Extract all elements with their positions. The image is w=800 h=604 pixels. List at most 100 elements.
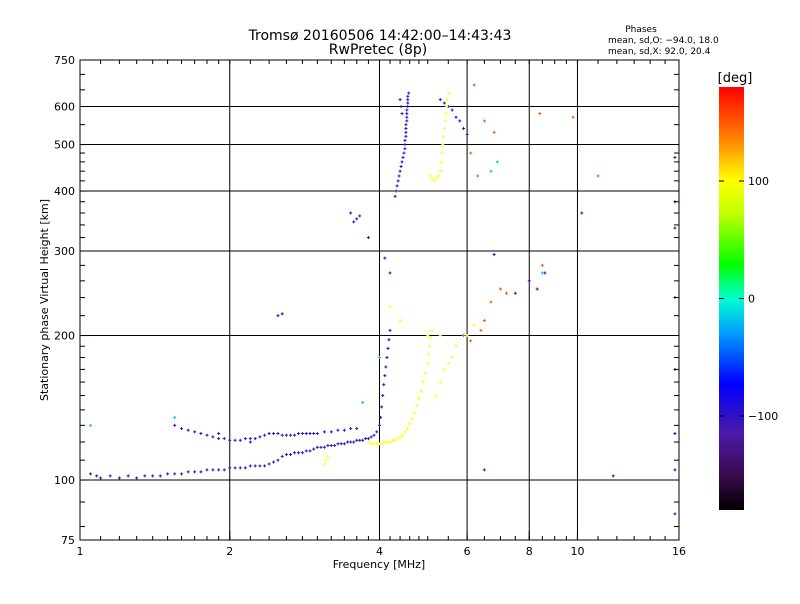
data-point <box>492 253 496 257</box>
data-point <box>263 433 267 437</box>
data-point <box>280 433 284 437</box>
data-point <box>205 433 209 437</box>
data-point <box>300 451 304 455</box>
data-point <box>673 468 677 472</box>
data-point <box>383 440 387 444</box>
data-point <box>465 334 469 338</box>
data-points <box>89 83 677 516</box>
data-point <box>393 194 397 198</box>
data-point <box>89 423 93 427</box>
data-point <box>403 147 407 151</box>
data-point <box>383 374 387 378</box>
data-point <box>289 433 293 437</box>
data-point <box>430 176 434 180</box>
data-point <box>388 304 392 308</box>
data-point <box>469 339 473 343</box>
x-tick-label: 1 <box>77 545 84 558</box>
data-point <box>312 432 316 436</box>
data-point <box>385 440 389 444</box>
data-point <box>263 464 267 468</box>
axis-ticks: 1 2 4 6 8 10 16 75 100 200 300 400 500 600 750 <box>54 54 686 558</box>
data-point <box>248 437 252 441</box>
data-point <box>446 91 450 95</box>
phase-info-x: mean, sd,X: 92.0, 20.4 <box>608 47 711 57</box>
data-point <box>312 447 316 451</box>
data-point <box>535 287 539 291</box>
x-tick-label: 2 <box>226 545 233 558</box>
data-point <box>205 468 209 472</box>
data-point <box>442 126 446 130</box>
data-point <box>222 437 226 441</box>
data-point <box>135 476 139 480</box>
data-point <box>329 444 333 448</box>
data-point <box>217 468 221 472</box>
data-point <box>366 440 370 444</box>
data-point <box>405 108 409 112</box>
data-point <box>479 328 483 332</box>
data-point <box>217 432 221 436</box>
data-point <box>199 470 203 474</box>
data-point <box>405 112 409 116</box>
colorbar-ticks: 100 0 −100 <box>719 175 778 423</box>
data-point <box>489 169 493 173</box>
colorbar-label: [deg] <box>718 71 753 86</box>
data-point <box>180 427 184 431</box>
data-point <box>378 423 381 427</box>
data-point <box>280 312 284 316</box>
data-point <box>398 435 402 439</box>
data-point <box>472 83 476 87</box>
data-point <box>276 432 280 436</box>
data-point <box>324 458 328 462</box>
data-point <box>346 440 350 444</box>
data-point <box>454 115 458 119</box>
data-point <box>421 380 425 384</box>
data-point <box>472 323 476 327</box>
data-point <box>267 432 271 436</box>
y-tick-label: 750 <box>54 54 75 67</box>
data-point <box>180 472 184 476</box>
x-tick-label: 10 <box>570 545 584 558</box>
data-point <box>379 415 383 419</box>
data-point <box>217 437 221 441</box>
data-point <box>380 405 384 409</box>
data-point <box>428 174 432 178</box>
data-point <box>253 437 257 441</box>
data-point <box>108 474 112 478</box>
data-point <box>126 474 130 478</box>
data-point <box>673 155 677 159</box>
data-point <box>258 435 262 439</box>
y-tick-label: 600 <box>54 101 75 114</box>
data-point <box>355 427 359 431</box>
data-point <box>258 464 262 468</box>
data-point <box>336 428 340 432</box>
data-point <box>399 105 403 109</box>
data-point <box>427 352 431 356</box>
data-point <box>454 344 458 348</box>
y-tick-label: 300 <box>54 245 75 258</box>
data-point <box>596 174 600 178</box>
data-point <box>408 422 412 426</box>
data-point <box>394 189 398 193</box>
data-point <box>461 126 465 130</box>
data-point <box>238 438 242 442</box>
data-point <box>143 474 147 478</box>
data-point <box>391 438 395 442</box>
data-point <box>543 271 547 275</box>
data-point <box>430 328 434 332</box>
data-point <box>571 115 575 119</box>
data-point <box>228 466 232 470</box>
data-point <box>401 433 405 437</box>
y-tick-label: 500 <box>54 139 75 152</box>
data-point <box>442 367 446 371</box>
data-point <box>276 314 280 318</box>
data-point <box>342 428 346 432</box>
y-tick-label: 100 <box>54 474 75 487</box>
data-point <box>458 119 462 123</box>
data-point <box>248 440 252 444</box>
data-point <box>426 361 430 365</box>
data-point <box>469 151 473 155</box>
x-axis-label: Frequency [MHz] <box>333 558 425 571</box>
data-point <box>403 143 407 147</box>
data-point <box>366 437 370 441</box>
y-tick-label: 400 <box>54 185 75 198</box>
